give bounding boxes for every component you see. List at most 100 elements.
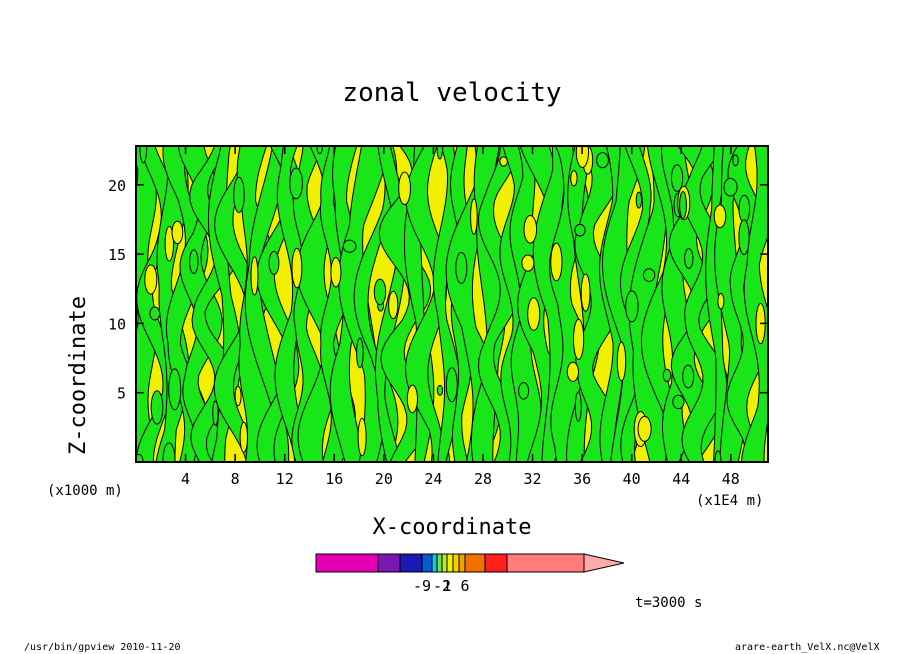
velocity-cell [233,176,245,214]
velocity-cell [672,394,685,410]
negative-velocity-region [668,146,720,462]
velocity-cell [499,156,508,167]
velocity-cell [575,146,589,168]
colorbar-segment [431,553,438,573]
velocity-cell [144,264,158,295]
y-axis-ticks: 5 10 15 20 [108,177,768,403]
x-axis-ticks: 4 8 12 16 20 24 28 32 36 40 44 48 [181,146,740,488]
velocity-cell [150,390,164,425]
velocity-cell [388,290,399,320]
y-tick-label: 10 [108,315,126,333]
velocity-cell [596,152,609,169]
velocity-cell [168,368,182,411]
velocity-cell [635,191,643,209]
velocity-cell [149,306,161,321]
x-tick-label: 32 [524,470,542,488]
colorbar-segment [377,553,401,573]
colorbar-segment [441,553,448,573]
footer-right: arare-earth_VelX.nc@VelX [735,642,880,653]
velocity-cell [171,220,184,245]
velocity-cell [616,341,627,382]
x-tick-label: 16 [325,470,343,488]
colorbar-segment [436,553,443,573]
velocity-cell [518,382,530,400]
velocity-cell [671,164,684,192]
negative-velocity-region [477,146,522,462]
velocity-cell [717,293,725,310]
negative-velocity-region [740,146,768,462]
velocity-cell [268,250,280,275]
colorbar-segment [458,553,466,573]
colorbar-segment [315,553,379,573]
velocity-cell [289,167,303,200]
velocity-cell [713,204,727,229]
velocity-cell [436,146,444,160]
colorbar-segment [464,553,486,573]
y-tick-label: 15 [108,246,126,264]
x-tick-label: 28 [474,470,492,488]
velocity-cell [625,290,639,323]
colorbar-segment [446,553,454,573]
velocity-cell [342,239,357,253]
velocity-cell [470,198,478,235]
x-tick-label: 36 [573,470,591,488]
colorbar-segment [452,553,460,573]
y-axis-unit: (x1000 m) [47,483,123,499]
negative-velocity-region [274,146,309,462]
x-tick-label: 44 [672,470,690,488]
velocity-cell [527,297,541,331]
chart-title: zonal velocity [342,78,562,108]
x-axis-label: X-coordinate [372,515,532,540]
footer-left: /usr/bin/gpview 2010-11-20 [24,642,181,653]
velocity-cell [580,273,591,312]
x-tick-label: 24 [424,470,442,488]
velocity-cell [570,170,578,187]
colorbar-segment [484,553,508,573]
velocity-cell [436,384,444,396]
velocity-cell [738,219,750,256]
velocity-cell [574,391,582,422]
velocity-cell [455,251,468,284]
y-tick-label: 20 [108,177,126,195]
velocity-cell [662,368,672,383]
velocity-cell [234,385,242,407]
x-axis-unit: (x1E4 m) [696,493,764,509]
velocity-cell [291,247,303,289]
velocity-cell [398,171,412,206]
velocity-cell [356,337,364,369]
velocity-cell [445,367,458,403]
colorbar-extension-arrow [583,553,625,573]
x-tick-label: 20 [375,470,393,488]
x-tick-label: 4 [181,470,190,488]
x-tick-label: 8 [231,470,240,488]
velocity-cell [139,146,148,164]
velocity-cell [574,223,586,237]
velocity-cell [189,249,199,274]
velocity-cell [330,257,342,288]
velocity-cell [406,384,418,414]
velocity-cell [684,248,694,269]
velocity-cell [723,177,738,197]
velocity-cell [212,400,219,426]
velocity-cell [679,191,687,219]
velocity-cell [682,364,695,389]
colorbar-tick-label: 1 [442,577,451,595]
x-tick-label: 48 [722,470,740,488]
colorbar-segment [506,553,585,573]
velocity-cell [550,242,563,282]
velocity-cell [573,318,585,361]
y-tick-label: 5 [117,385,126,403]
velocity-cell [738,194,751,224]
velocity-cell [637,415,652,442]
velocity-cell [642,268,656,282]
velocity-cell [523,215,538,244]
negative-velocity-region [404,146,451,462]
negative-velocity-region [705,146,730,462]
colorbar: -9 -21 6 [315,553,625,595]
velocity-cell [357,417,367,457]
y-axis-label-text: Z-coordinate [66,296,91,455]
velocity-cell [250,256,259,296]
velocity-cell [732,154,739,167]
velocity-cell [373,278,387,306]
